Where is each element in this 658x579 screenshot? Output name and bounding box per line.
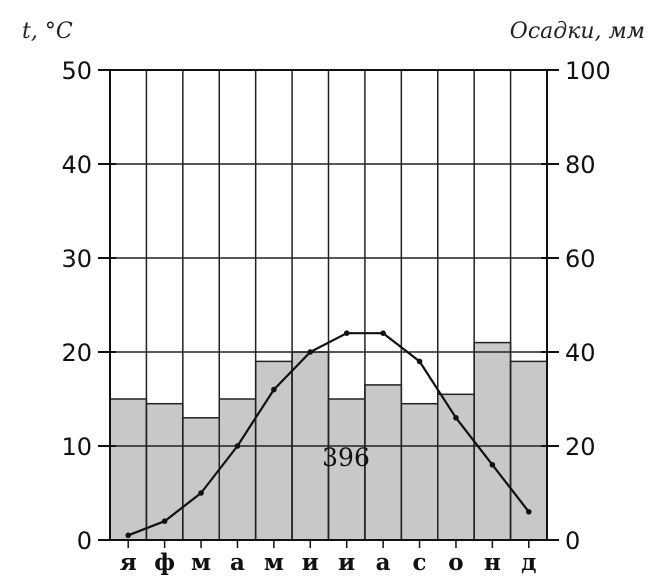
temperature-point: [234, 443, 241, 449]
annual-precipitation-label: 396: [322, 443, 370, 472]
month-label: м: [191, 549, 211, 576]
precip-bar: [145, 402, 184, 541]
temperature-line: [125, 330, 532, 539]
month-label: м: [264, 549, 284, 576]
right-tick-label: 20: [565, 433, 596, 461]
precip-bar: [218, 398, 257, 541]
month-label: о: [448, 549, 463, 576]
precip-bar: [400, 402, 439, 541]
left-tick-label: 20: [61, 339, 92, 367]
month-label: ф: [154, 549, 175, 576]
temperature-point: [380, 330, 386, 337]
month-label: н: [484, 549, 501, 576]
precip-bar: [109, 398, 148, 541]
temperature-point: [198, 490, 204, 496]
month-label: а: [230, 549, 245, 576]
month-label: с: [413, 549, 427, 576]
temperature-point: [453, 415, 459, 421]
month-label: я: [120, 549, 137, 576]
right-tick-label: 100: [565, 57, 611, 85]
left-tick-label: 10: [61, 433, 92, 461]
grid-lines: [110, 70, 547, 540]
temperature-point: [307, 349, 314, 355]
right-tick-label: 80: [565, 151, 596, 179]
left-tick-label: 0: [77, 527, 92, 555]
right-tick-label: 40: [565, 339, 596, 367]
temperature-point: [343, 330, 350, 337]
temperature-point: [161, 518, 168, 524]
month-label: и: [302, 549, 319, 576]
precip-bar: [364, 384, 403, 541]
precip-bar: [473, 341, 512, 541]
temperature-point: [125, 532, 132, 539]
temperature-point: [416, 358, 423, 365]
left-tick-label: 40: [61, 151, 92, 179]
temperature-point: [525, 509, 532, 515]
left-axis-title: t, °C: [22, 19, 73, 44]
left-tick-label: 30: [61, 245, 92, 273]
temperature-point: [489, 462, 496, 468]
temperature-polyline: [127, 332, 530, 537]
precip-bar: [182, 417, 220, 541]
axes: [98, 69, 559, 548]
temperature-point: [271, 386, 277, 393]
right-axis-title: Осадки, мм: [510, 19, 645, 44]
left-tick-label: 50: [61, 57, 92, 85]
month-label: а: [376, 549, 391, 576]
month-label: д: [521, 549, 536, 576]
month-label: и: [338, 549, 355, 576]
right-tick-label: 60: [565, 245, 596, 273]
right-tick-label: 0: [565, 527, 580, 555]
